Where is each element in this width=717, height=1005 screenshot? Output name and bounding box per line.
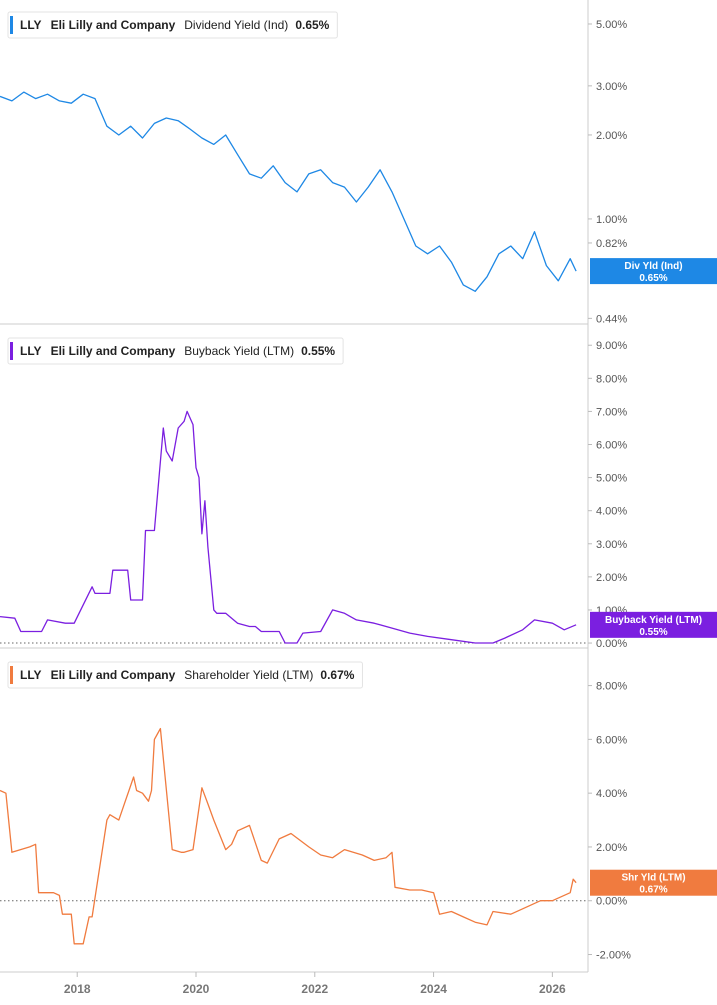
y-tick-label: 0.00% [596,638,627,650]
y-tick-label: 2.00% [596,842,627,854]
y-tick-label: 0.00% [596,896,627,908]
y-tick-label: 8.00% [596,373,627,385]
y-tick-label: 8.00% [596,681,627,693]
x-tick-label: 2022 [301,982,328,996]
y-tick-label: 0.44% [596,313,627,325]
legend-metric: Buyback Yield (LTM) [184,344,294,358]
legend-ticker: LLY [20,18,42,32]
y-tick-label: 9.00% [596,340,627,352]
legend-ticker: LLY [20,344,42,358]
series-line [0,727,577,945]
legend-company: Eli Lilly and Company [51,668,176,682]
x-tick-label: 2020 [183,982,210,996]
value-badge-label: Buyback Yield (LTM) [605,615,702,626]
y-tick-label: 4.00% [596,788,627,800]
value-badge: Div Yld (Ind)0.65% [590,258,717,285]
value-badge-bg [590,869,717,896]
legend[interactable]: LLY Eli Lilly and Company Shareholder Yiel… [7,661,363,689]
y-tick-label: 3.00% [596,539,627,551]
x-tick-label: 2024 [420,982,447,996]
value-badge-value: 0.55% [639,627,667,638]
series-line [0,91,577,292]
x-tick-label: 2026 [539,982,566,996]
legend-color-bar [10,16,13,34]
series-line [0,410,577,644]
y-tick-label: 7.00% [596,406,627,418]
y-tick-label: 2.00% [596,572,627,584]
y-tick-label: 6.00% [596,734,627,746]
y-tick-label: 0.82% [596,238,627,250]
legend-company: Eli Lilly and Company [51,18,176,32]
panel-1: 5.00% 3.00% 2.00% 1.00% 0.82% 0.44% LLY Eli Lil… [0,11,717,325]
y-tick-label: 1.00% [596,214,627,226]
y-tick-label: 5.00% [596,473,627,485]
y-tick-label: 3.00% [596,81,627,93]
y-tick-label: 4.00% [596,506,627,518]
value-badge-label: Shr Yld (LTM) [621,873,685,884]
legend[interactable]: LLY Eli Lilly and Company Dividend Yield (… [7,11,338,39]
y-tick-label: -2.00% [596,950,631,962]
legend-company: Eli Lilly and Company [51,344,176,358]
value-badge-value: 0.65% [639,273,667,284]
value-badge: Shr Yld (LTM)0.67% [590,869,717,896]
value-badge-bg [590,611,717,638]
legend-metric: Shareholder Yield (LTM) [184,668,313,682]
panel-3: 8.00% 6.00% 4.00% 2.00% 0.00% -2.00% LLY Eli Li… [0,661,717,962]
y-tick-label: 5.00% [596,19,627,31]
legend-value: 0.67% [320,668,354,682]
legend[interactable]: LLY Eli Lilly and Company Buyback Yield (L… [7,337,344,365]
value-badge-value: 0.67% [639,885,667,896]
legend-value: 0.55% [301,344,335,358]
value-badge: Buyback Yield (LTM)0.55% [590,611,717,638]
legend-box [7,337,344,365]
legend-metric: Dividend Yield (Ind) [184,18,288,32]
legend-box [7,11,338,39]
legend-value: 0.65% [295,18,329,32]
value-badge-label: Div Yld (Ind) [624,261,682,272]
x-tick-label: 2018 [64,982,91,996]
y-tick-label: 6.00% [596,440,627,452]
legend-box [7,661,363,689]
legend-color-bar [10,666,13,684]
legend-ticker: LLY [20,668,42,682]
legend-color-bar [10,342,13,360]
y-tick-label: 2.00% [596,130,627,142]
panel-2: 9.00% 8.00% 7.00% 6.00% 5.00% 4.00% 3.00% 2.00%… [0,337,717,650]
value-badge-bg [590,258,717,285]
